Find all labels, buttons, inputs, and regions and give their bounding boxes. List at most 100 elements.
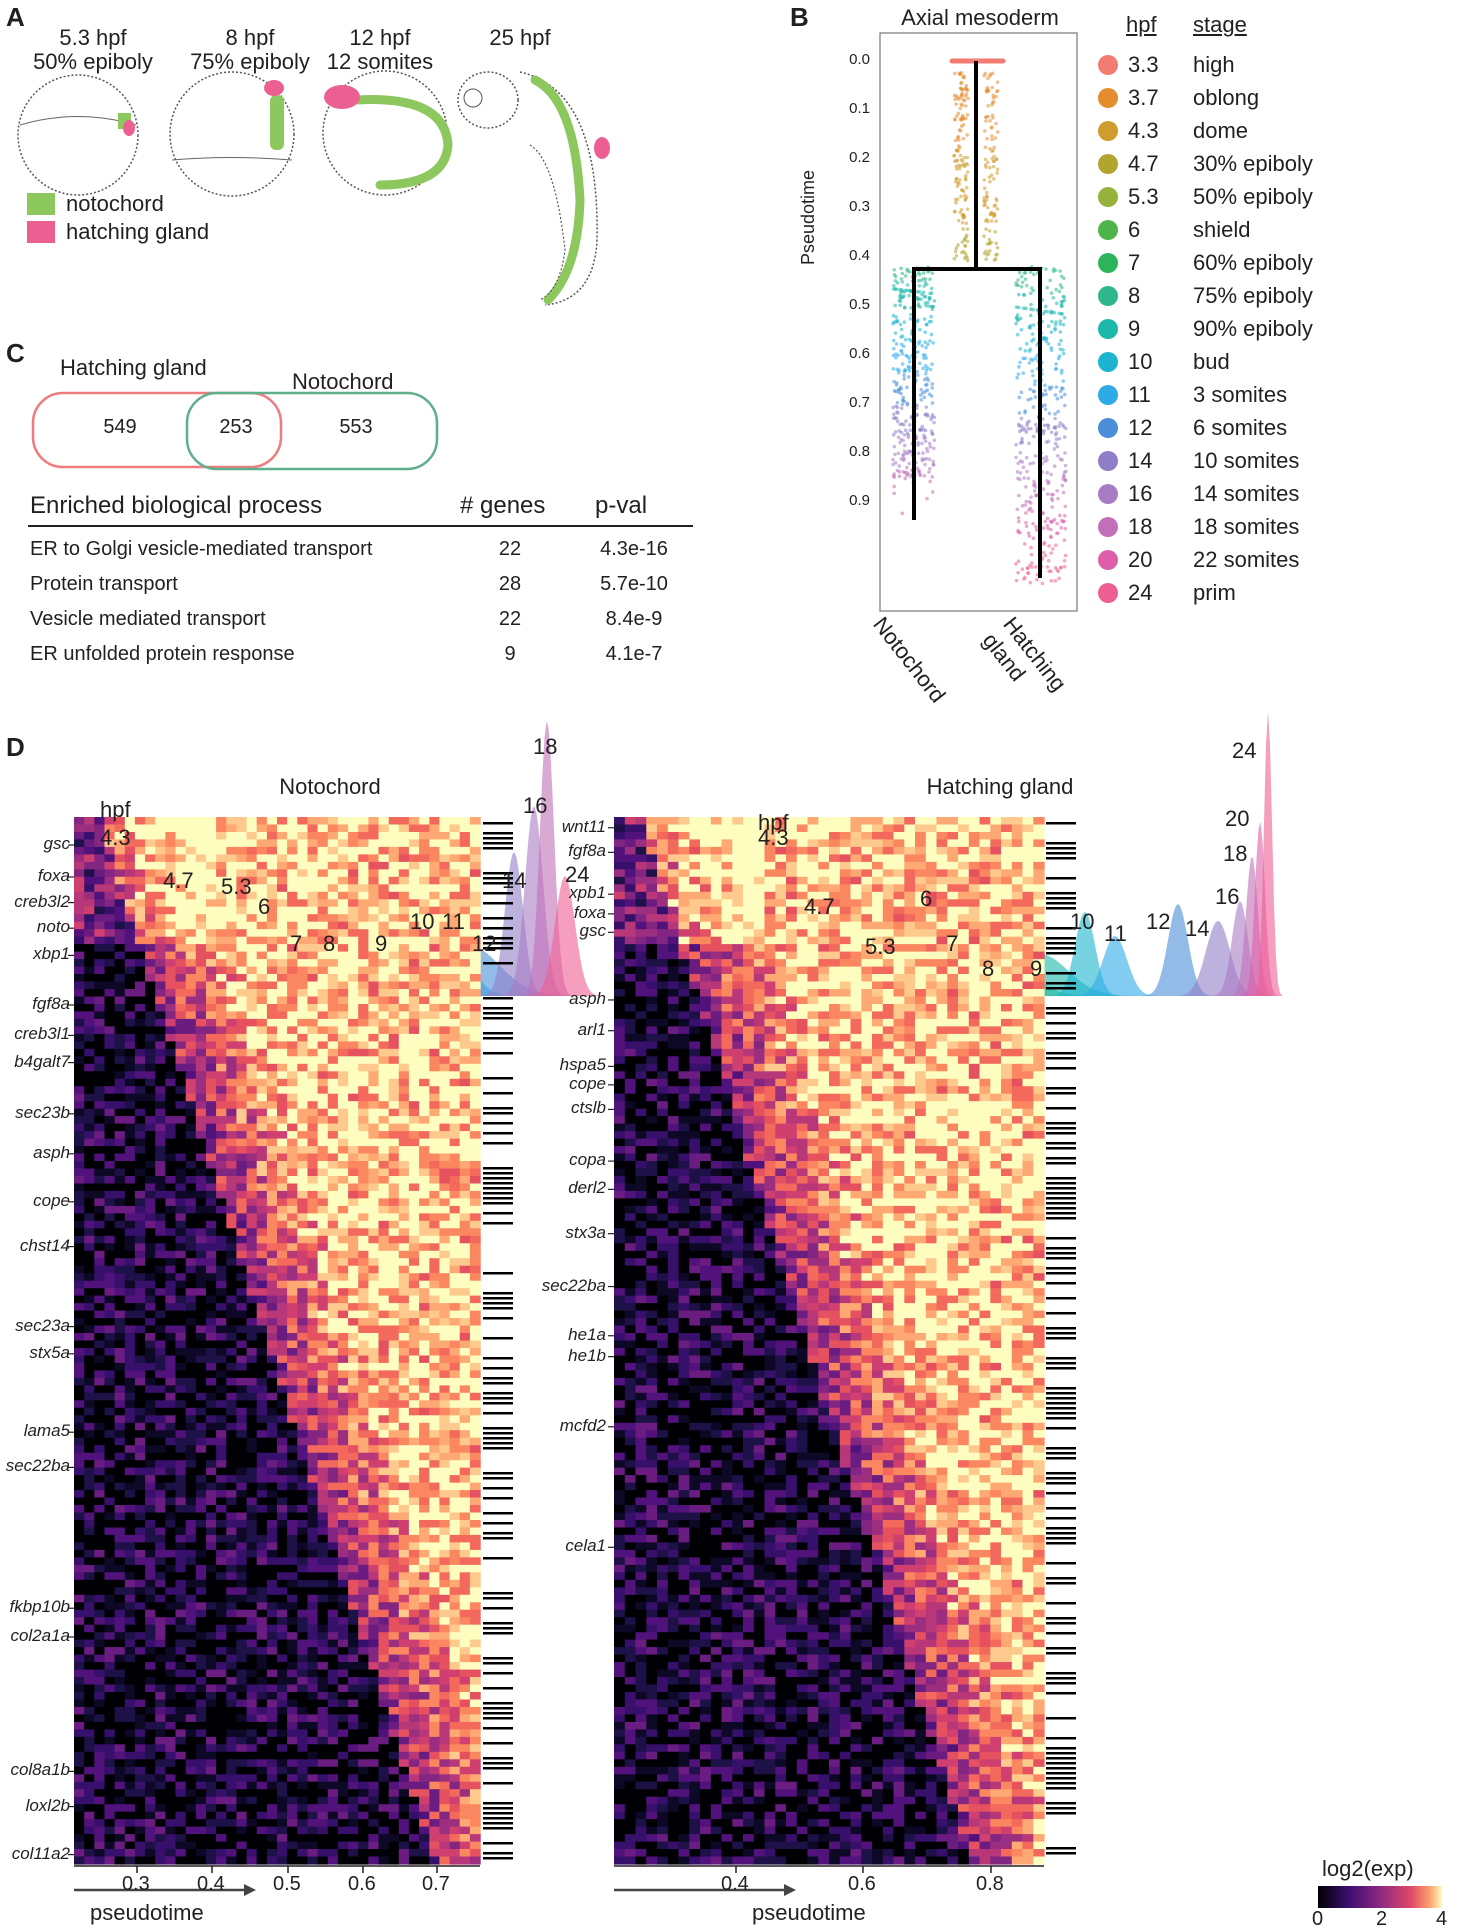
heatmap-cell [135, 1079, 146, 1087]
heatmap-cell [439, 1363, 450, 1371]
heatmap-cell [287, 1086, 298, 1094]
heatmap-cell [94, 1318, 105, 1326]
heatmap-cell [318, 899, 329, 907]
heatmap-cell [206, 1370, 217, 1378]
heatmap-cell [277, 1101, 288, 1109]
heatmap-cell [125, 862, 136, 870]
heatmap-cell [328, 1288, 339, 1296]
heatmap-cell [257, 1221, 268, 1229]
heatmap-cell [348, 1049, 359, 1057]
heatmap-cell [308, 1019, 319, 1027]
heatmap-cell [165, 1213, 176, 1221]
heatmap-cell [84, 1348, 95, 1356]
heatmap-cell [135, 1385, 146, 1393]
heatmap-cell [196, 944, 207, 952]
heatmap-cell [236, 982, 247, 990]
heatmap-cell [84, 832, 95, 840]
heatmap-cell [145, 952, 156, 960]
heatmap-cell [389, 1483, 400, 1491]
heatmap-cell [409, 1221, 420, 1229]
heatmap-cell [338, 892, 349, 900]
heatmap-cell [267, 1198, 278, 1206]
heatmap-cell [216, 1468, 227, 1476]
heatmap-cell [94, 1273, 105, 1281]
heatmap-cell [348, 1266, 359, 1274]
heatmap-cell [247, 1288, 258, 1296]
heatmap-cell [74, 1243, 85, 1251]
heatmap-cell [277, 922, 288, 930]
heatmap-cell [338, 899, 349, 907]
heatmap-cell [105, 1408, 116, 1416]
heatmap-cell [338, 1266, 349, 1274]
heatmap-cell [84, 1266, 95, 1274]
heatmap-cell [115, 1169, 126, 1177]
heatmap-cell [155, 1221, 166, 1229]
heatmap-cell [94, 862, 105, 870]
heatmap-cell [247, 1064, 258, 1072]
heatmap-cell [226, 825, 237, 833]
heatmap-cell [419, 1333, 430, 1341]
heatmap-cell [145, 862, 156, 870]
heatmap-cell [399, 907, 410, 915]
heatmap-cell [287, 974, 298, 982]
heatmap-cell [176, 1385, 187, 1393]
heatmap-cell [165, 1520, 176, 1528]
heatmap-cell [297, 1146, 308, 1154]
heatmap-cell [318, 1243, 329, 1251]
heatmap-cell [358, 989, 369, 997]
heatmap-cell [409, 1453, 420, 1461]
heatmap-cell [196, 1243, 207, 1251]
heatmap-cell [338, 1169, 349, 1177]
heatmap-cell [277, 952, 288, 960]
heatmap-cell [105, 869, 116, 877]
heatmap-cell [429, 1356, 440, 1364]
heatmap-cell [399, 997, 410, 1005]
heatmap-cell [84, 914, 95, 922]
heatmap-cell [257, 959, 268, 967]
heatmap-cell [176, 1184, 187, 1192]
heatmap-cell [145, 1385, 156, 1393]
heatmap-cell [105, 1086, 116, 1094]
heatmap-cell [94, 1206, 105, 1214]
heatmap-cell [135, 1408, 146, 1416]
heatmap-cell [105, 1243, 116, 1251]
heatmap-cell [328, 1034, 339, 1042]
heatmap-cell [84, 1423, 95, 1431]
heatmap-cell [348, 1430, 359, 1438]
heatmap-cell [429, 1341, 440, 1349]
heatmap-cell [389, 1475, 400, 1483]
heatmap-cell [74, 1213, 85, 1221]
heatmap-cell [206, 1273, 217, 1281]
heatmap-cell [267, 1273, 278, 1281]
heatmap-cell [297, 1505, 308, 1513]
heatmap-cell [247, 832, 258, 840]
heatmap-cell [287, 907, 298, 915]
heatmap-cell [439, 1191, 450, 1199]
heatmap-cell [318, 1221, 329, 1229]
heatmap-cell [206, 1139, 217, 1147]
heatmap-cell [267, 1124, 278, 1132]
heatmap-cell [186, 1139, 197, 1147]
heatmap-cell [297, 1154, 308, 1162]
heatmap-cell [399, 1228, 410, 1236]
heatmap-cell [308, 839, 319, 847]
heatmap-cell [165, 1303, 176, 1311]
heatmap-cell [409, 1288, 420, 1296]
heatmap-cell [135, 854, 146, 862]
heatmap-cell [368, 1378, 379, 1386]
heatmap-cell [135, 1460, 146, 1468]
heatmap-cell [409, 1101, 420, 1109]
heatmap-cell [470, 817, 481, 825]
heatmap-cell [358, 922, 369, 930]
heatmap-cell [216, 1453, 227, 1461]
heatmap-cell [399, 1468, 410, 1476]
heatmap-cell [348, 1348, 359, 1356]
heatmap-cell [389, 1303, 400, 1311]
heatmap-cell [165, 1341, 176, 1349]
heatmap-cell [368, 1228, 379, 1236]
heatmap-cell [399, 1341, 410, 1349]
heatmap-cell [450, 1438, 461, 1446]
heatmap-cell [450, 1184, 461, 1192]
heatmap-cell [135, 1370, 146, 1378]
heatmap-cell [135, 1498, 146, 1506]
